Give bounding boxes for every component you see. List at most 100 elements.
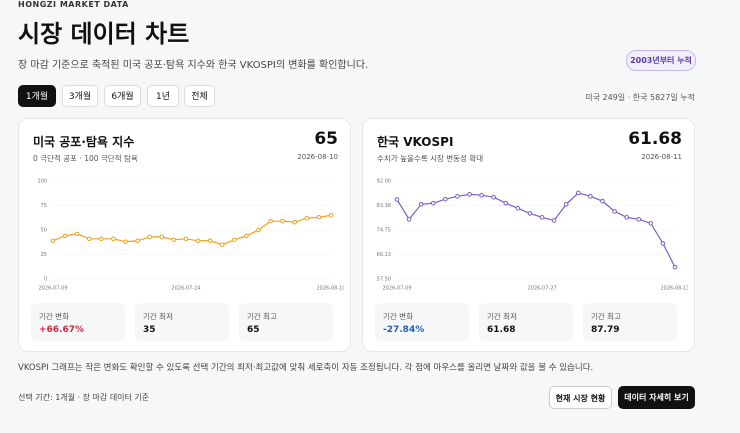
button[interactable]: 현재 시장 현황: [549, 386, 612, 409]
point[interactable]: [256, 227, 261, 233]
x-tick-label: 2026-07-09: [38, 286, 67, 292]
stat-value: 61.68: [487, 325, 516, 335]
badge: 2003년부터 누적: [626, 50, 696, 71]
tab[interactable]: 3개월: [62, 85, 98, 107]
point[interactable]: [123, 239, 128, 245]
point[interactable]: [588, 194, 593, 199]
point[interactable]: [527, 211, 533, 216]
card-date: 2026-08-10: [297, 153, 338, 161]
stat-label: 기간 최고: [247, 312, 277, 321]
stat: 기간 최저 61.68: [479, 303, 573, 341]
stat-value: 87.79: [591, 325, 620, 335]
y-tick-label: 83.38: [377, 203, 391, 209]
stat-value: 65: [247, 325, 260, 335]
tab[interactable]: 6개월: [104, 85, 141, 107]
tab[interactable]: 1개월: [18, 85, 56, 107]
y-tick-label: 74.75: [377, 228, 391, 234]
point[interactable]: [86, 236, 92, 242]
x-tick-label: 2026-08-10: [316, 286, 344, 292]
y-tick-label: 75: [41, 203, 47, 209]
point[interactable]: [304, 215, 310, 221]
chart: 57.50 66.13 74.75 83.38 92.00 2026-07-09 2026-…: [377, 179, 688, 292]
stat: 기간 변화 +66.67%: [31, 303, 125, 341]
card-title: 한국 VKOSPI: [377, 135, 454, 149]
stat: 기간 변화 -27.84%: [375, 303, 469, 341]
point[interactable]: [648, 221, 654, 226]
stat-label: 기간 최저: [487, 312, 517, 321]
y-tick-label: 57.50: [377, 277, 391, 283]
point[interactable]: [515, 205, 521, 211]
stat-label: 기간 최저: [143, 312, 173, 321]
point[interactable]: [171, 237, 177, 243]
x-tick-label: 2026-07-09: [382, 286, 411, 292]
point[interactable]: [280, 218, 285, 224]
point[interactable]: [636, 217, 642, 222]
point[interactable]: [551, 218, 557, 223]
point[interactable]: [600, 198, 605, 204]
point[interactable]: [539, 215, 545, 220]
stat-label: 기간 변화: [39, 312, 69, 321]
chart: 0 25 50 75 100 2026-07-09 2026-07-24 2026-08-10: [37, 179, 344, 292]
x-tick-label: 2026-07-27: [528, 286, 557, 292]
point[interactable]: [232, 237, 237, 243]
point[interactable]: [268, 218, 273, 224]
point[interactable]: [479, 192, 484, 198]
point[interactable]: [563, 201, 569, 207]
stat: 기간 최고 87.79: [583, 303, 677, 341]
card: 한국 VKOSPI 61.68 2026-08-11 수치가 높을수록 시장 변동성 …: [362, 118, 695, 352]
stat-value: +66.67%: [39, 325, 85, 335]
point[interactable]: [430, 200, 436, 206]
tab[interactable]: 1년: [147, 85, 179, 107]
point[interactable]: [292, 219, 298, 225]
stat: 기간 최저 35: [135, 303, 229, 341]
button[interactable]: 데이터 자세히 보기: [618, 386, 695, 409]
note: VKOSPI 그래프는 작은 변화도 확인할 수 있도록 선택 기간의 최저·최…: [18, 363, 594, 373]
point[interactable]: [503, 200, 509, 206]
point[interactable]: [183, 236, 189, 242]
x-tick-label: 2026-08-11: [660, 286, 688, 292]
point[interactable]: [62, 233, 68, 239]
y-tick-label: 0: [44, 277, 47, 283]
point[interactable]: [111, 236, 116, 242]
stat-label: 기간 최고: [591, 312, 621, 321]
point[interactable]: [491, 194, 496, 200]
point[interactable]: [467, 192, 472, 197]
point[interactable]: [443, 196, 448, 202]
point[interactable]: [99, 236, 104, 242]
stat-value: 35: [143, 325, 156, 335]
point[interactable]: [328, 213, 334, 218]
point[interactable]: [672, 264, 678, 270]
tab[interactable]: 전체: [184, 85, 215, 107]
point[interactable]: [135, 238, 140, 244]
point[interactable]: [147, 234, 152, 240]
point[interactable]: [455, 194, 460, 199]
counts: 미국 249일 · 한국 5827일 누적: [585, 93, 695, 102]
point[interactable]: [406, 217, 412, 222]
point[interactable]: [576, 190, 581, 196]
page-title: 시장 데이터 차트: [18, 20, 190, 48]
point[interactable]: [50, 238, 56, 244]
point[interactable]: [219, 242, 225, 247]
card-subtitle: 0 극단적 공포 · 100 극단적 탐욕: [33, 154, 138, 163]
point[interactable]: [207, 238, 213, 244]
y-tick-label: 50: [41, 228, 47, 234]
point[interactable]: [74, 231, 80, 237]
point[interactable]: [612, 209, 617, 214]
y-tick-label: 25: [41, 252, 47, 258]
card-value: 61.68: [628, 129, 682, 149]
point[interactable]: [316, 214, 322, 220]
point[interactable]: [624, 215, 629, 220]
point[interactable]: [195, 238, 201, 244]
card: 미국 공포·탐욕 지수 65 2026-08-10 0 극단적 공포 · 100 극단…: [18, 118, 351, 352]
y-tick-label: 92.00: [377, 179, 391, 185]
point[interactable]: [418, 201, 424, 207]
point[interactable]: [660, 241, 666, 246]
card-value: 65: [314, 129, 338, 149]
subtitle: 장 마감 기준으로 축적된 미국 공포·탐욕 지수와 한국 VKOSPI의 변화…: [18, 60, 369, 71]
card-title: 미국 공포·탐욕 지수: [33, 135, 135, 149]
point[interactable]: [159, 234, 165, 240]
selection: 선택 기간: 1개월 · 장 마감 데이터 기준: [18, 393, 150, 402]
point[interactable]: [394, 197, 400, 202]
point[interactable]: [244, 233, 249, 239]
